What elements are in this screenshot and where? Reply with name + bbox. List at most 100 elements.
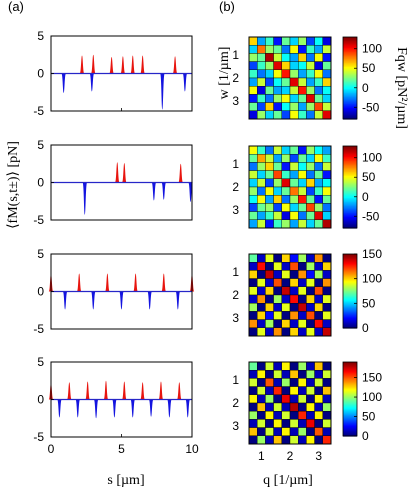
heatmap-cell [265, 36, 274, 46]
heatmap-cell [273, 61, 283, 70]
colorbar-segment [343, 37, 357, 39]
heatmap-cell [273, 170, 283, 180]
colorbar-segment [343, 87, 357, 90]
colorbar-tick-label: 50 [362, 61, 376, 75]
heatmap-cell [298, 53, 307, 62]
colorbar-segment [343, 415, 357, 417]
heatmap-cell [265, 85, 274, 95]
panel-label-a: (a) [8, 0, 24, 14]
colorbar-segment [343, 385, 357, 388]
colorbar-segment [343, 202, 357, 204]
colorbar-label: Fqw [pN²/µm] [394, 47, 409, 129]
negative-peak [167, 399, 172, 418]
heatmap-y-tick-label: 3 [232, 311, 239, 325]
heatmap-cell [314, 203, 324, 212]
colorbar-segment [343, 432, 357, 435]
heatmap-cell [265, 102, 274, 111]
colorbar-segment [343, 279, 357, 282]
heatmap-cell [322, 361, 332, 371]
colorbar-segment [343, 273, 357, 276]
colorbar-segment [343, 323, 357, 325]
colorbar-segment [343, 387, 357, 390]
heatmap-cell [257, 411, 266, 420]
colorbar-segment [343, 315, 357, 318]
heatmap-cell [281, 85, 291, 95]
heatmap-cell [289, 170, 299, 180]
heatmap-cell [322, 327, 332, 337]
colorbar-segment [343, 391, 357, 394]
colorbar-segment [343, 431, 357, 433]
heatmap-cell [273, 162, 283, 171]
heatmap-cell [306, 94, 315, 103]
heatmap-cell [281, 262, 291, 271]
heatmap-cell [281, 311, 291, 320]
left-y-axis-label: ⟨fM(s,t±)⟩ [pN] [6, 141, 21, 229]
heatmap-cell [322, 303, 332, 312]
colorbar-segment [343, 374, 357, 377]
colorbar-segment [343, 298, 357, 301]
colorbar-segment [343, 405, 357, 407]
heatmap-cell [281, 53, 291, 62]
colorbar-tick-label: 100 [362, 42, 382, 56]
heatmap-cell [257, 36, 266, 46]
heatmap-cell [281, 94, 291, 103]
heatmap-cell [265, 327, 274, 337]
heatmap-cell [289, 262, 299, 271]
colorbar-segment [343, 58, 357, 61]
colorbar-segment [343, 53, 357, 56]
colorbar-segment [343, 159, 357, 162]
heatmap-cell [273, 69, 283, 79]
colorbar-segment [343, 403, 357, 406]
heatmap-cell [257, 311, 266, 320]
heatmap-cell [322, 45, 332, 54]
heatmap-cell [289, 162, 299, 171]
colorbar-segment [343, 389, 357, 391]
colorbar-segment [343, 418, 357, 421]
y-tick-label: 5 [37, 29, 44, 43]
heatmap-cell [257, 427, 266, 437]
negative-peak [182, 73, 188, 92]
heatmap-cell [273, 94, 283, 103]
colorbar-segment [343, 163, 357, 166]
heatmap-cell [314, 170, 324, 180]
colorbar-segment [343, 167, 357, 170]
y-tick-label: 5 [37, 138, 44, 152]
colorbar-segment [343, 187, 357, 189]
heatmap-cell [265, 370, 274, 379]
heatmap-cell [306, 394, 315, 404]
right-x-axis-label: q [1/µm] [263, 473, 313, 488]
colorbar-tick-label: 0 [362, 321, 369, 335]
colorbar-segment [343, 109, 357, 112]
colorbar-segment [343, 263, 357, 266]
heatmap-cell [306, 77, 315, 87]
heatmap-cell [314, 311, 324, 320]
heatmap-cell [322, 211, 332, 221]
colorbar-segment [343, 291, 357, 293]
heatmap-cell [298, 145, 307, 155]
colorbar-segment [343, 158, 357, 161]
heatmap-cell [273, 36, 283, 46]
negative-peak [151, 182, 157, 201]
heatmap-cell [257, 186, 266, 196]
heatmap-panel-4: 1 2 3 150 100 50 0 1 2 3 [232, 361, 382, 463]
heatmap-cell [322, 278, 332, 288]
heatmap-cell [322, 253, 332, 263]
heatmap-panel-1: 1 2 3 100 50 0 -50 [232, 36, 382, 120]
heatmap-cell [298, 153, 307, 163]
colorbar-segment [343, 73, 357, 76]
heatmap-cell [273, 194, 283, 204]
colorbar-segment [343, 93, 357, 95]
heatmap-cell [273, 178, 283, 188]
heatmap-cell [322, 36, 332, 46]
heatmap-cell [273, 145, 283, 155]
colorbar-segment [343, 320, 357, 323]
heatmap-cell [248, 203, 258, 212]
heatmap-cell [298, 186, 307, 196]
y-tick-label: 5 [37, 355, 44, 369]
heatmap-cell [298, 85, 307, 95]
heatmap-cell [273, 77, 283, 87]
colorbar-segment [343, 82, 357, 85]
x-tick-label: 0 [48, 442, 55, 456]
colorbar-segment [343, 402, 357, 405]
